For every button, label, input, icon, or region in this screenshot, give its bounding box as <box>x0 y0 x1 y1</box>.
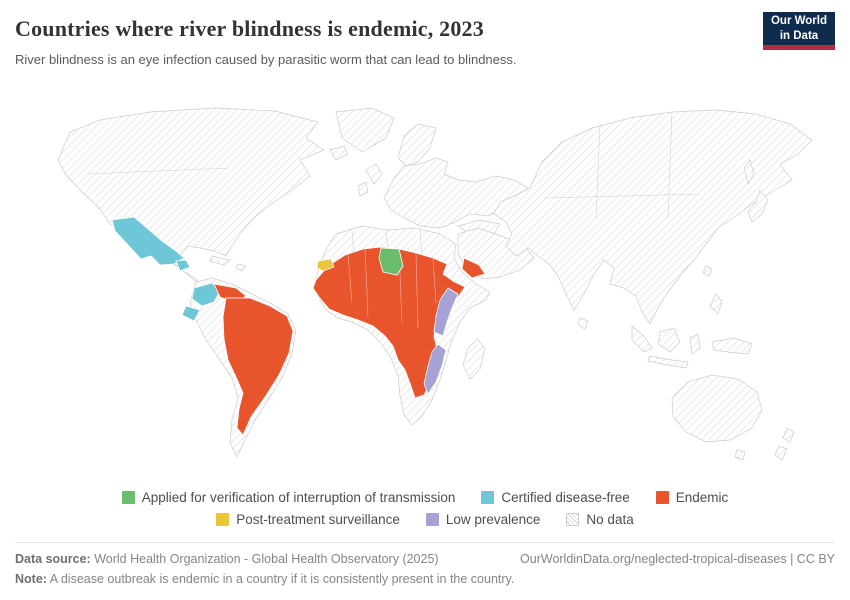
legend-row-2: Post-treatment surveillance Low prevalen… <box>216 512 634 527</box>
legend-item-post-treatment[interactable]: Post-treatment surveillance <box>216 512 400 527</box>
region-iceland[interactable] <box>329 145 349 161</box>
region-java[interactable] <box>647 355 689 369</box>
map-region-endemic-africa[interactable] <box>312 246 466 399</box>
region-sakhalin[interactable] <box>743 159 755 185</box>
legend-swatch-post-treatment <box>216 513 230 526</box>
region-new-guinea[interactable] <box>711 337 753 355</box>
world-map[interactable] <box>0 98 850 480</box>
legend-label-post-treatment: Post-treatment surveillance <box>236 512 400 527</box>
map-region-certified-colombia[interactable] <box>191 282 221 307</box>
map-region-lowprev-kenya-tanzania[interactable] <box>433 287 459 337</box>
footer-source-row: Data source: World Health Organization -… <box>15 552 835 566</box>
region-sri-lanka[interactable] <box>577 317 589 330</box>
region-cuba[interactable] <box>209 255 231 266</box>
map-region-endemic-brazil[interactable] <box>222 297 294 436</box>
region-greenland[interactable] <box>335 107 395 153</box>
region-australia[interactable] <box>671 374 763 443</box>
map-region-certified-ecuador[interactable] <box>181 305 201 322</box>
legend-label-low-prevalence: Low prevalence <box>445 512 541 527</box>
legend-swatch-applied-verification <box>121 491 135 504</box>
region-hispaniola[interactable] <box>235 263 247 272</box>
legend-item-certified-free[interactable]: Certified disease-free <box>481 490 630 505</box>
owid-logo-line2: in Data <box>779 29 819 42</box>
legend-item-low-prevalence[interactable]: Low prevalence <box>425 512 541 527</box>
data-source-value: World Health Organization - Global Healt… <box>90 552 439 566</box>
region-europe[interactable] <box>383 157 529 229</box>
region-taiwan[interactable] <box>702 265 713 277</box>
owid-link[interactable]: OurWorldinData.org/neglected-tropical-di… <box>520 552 835 566</box>
page-subtitle: River blindness is an eye infection caus… <box>15 52 517 67</box>
owid-logo-line1: Our World <box>770 15 827 28</box>
map-legend: Applied for verification of interruption… <box>0 490 850 527</box>
map-region-lowprev-mozambique[interactable] <box>423 343 447 395</box>
data-source-label: Data source: <box>15 552 91 566</box>
africa-country-borders-overlay <box>347 248 437 329</box>
region-british-isles[interactable] <box>357 163 383 197</box>
page-title: Countries where river blindness is endem… <box>15 16 484 41</box>
region-asia[interactable] <box>493 109 813 325</box>
region-borneo[interactable] <box>657 327 681 353</box>
region-madagascar[interactable] <box>462 338 486 380</box>
footer-note-row: Note: A disease outbreak is endemic in a… <box>15 572 835 586</box>
legend-item-applied-verification[interactable]: Applied for verification of interruption… <box>121 490 456 505</box>
legend-item-endemic[interactable]: Endemic <box>655 490 729 505</box>
chart-footer: Data source: World Health Organization -… <box>15 542 835 586</box>
map-region-certified-mexico[interactable] <box>111 216 185 266</box>
map-region-applied-niger[interactable] <box>378 247 404 276</box>
legend-label-no-data: No data <box>586 512 634 527</box>
legend-row-1: Applied for verification of interruption… <box>121 490 729 505</box>
region-new-zealand[interactable] <box>774 427 795 461</box>
legend-label-applied-verification: Applied for verification of interruption… <box>141 490 456 505</box>
legend-swatch-low-prevalence <box>425 513 439 526</box>
legend-label-certified-free: Certified disease-free <box>501 490 630 505</box>
data-source-text: Data source: World Health Organization -… <box>15 552 439 566</box>
note-value: A disease outbreak is endemic in a count… <box>46 572 515 586</box>
region-tasmania[interactable] <box>734 449 746 461</box>
legend-swatch-no-data <box>566 513 580 526</box>
legend-item-no-data[interactable]: No data <box>566 512 634 527</box>
map-region-endemic-yemen[interactable] <box>461 257 486 279</box>
owid-logo-box: Our World in Data <box>763 12 835 45</box>
legend-swatch-endemic <box>655 491 669 504</box>
region-sumatra[interactable] <box>631 325 653 353</box>
region-japan[interactable] <box>747 189 769 223</box>
owid-logo-accent-bar <box>763 45 835 50</box>
legend-swatch-certified-free <box>481 491 495 504</box>
country-borders-overlay <box>87 111 701 257</box>
map-region-certified-guatemala[interactable] <box>175 259 191 272</box>
region-north-america[interactable] <box>57 107 325 286</box>
region-sulawesi[interactable] <box>689 333 701 355</box>
map-region-surveillance-senegal[interactable] <box>316 258 335 272</box>
note-label: Note: <box>15 572 47 586</box>
legend-label-endemic: Endemic <box>675 490 729 505</box>
owid-logo[interactable]: Our World in Data <box>763 12 835 50</box>
region-philippines[interactable] <box>709 293 723 315</box>
region-scandinavia[interactable] <box>397 123 437 167</box>
